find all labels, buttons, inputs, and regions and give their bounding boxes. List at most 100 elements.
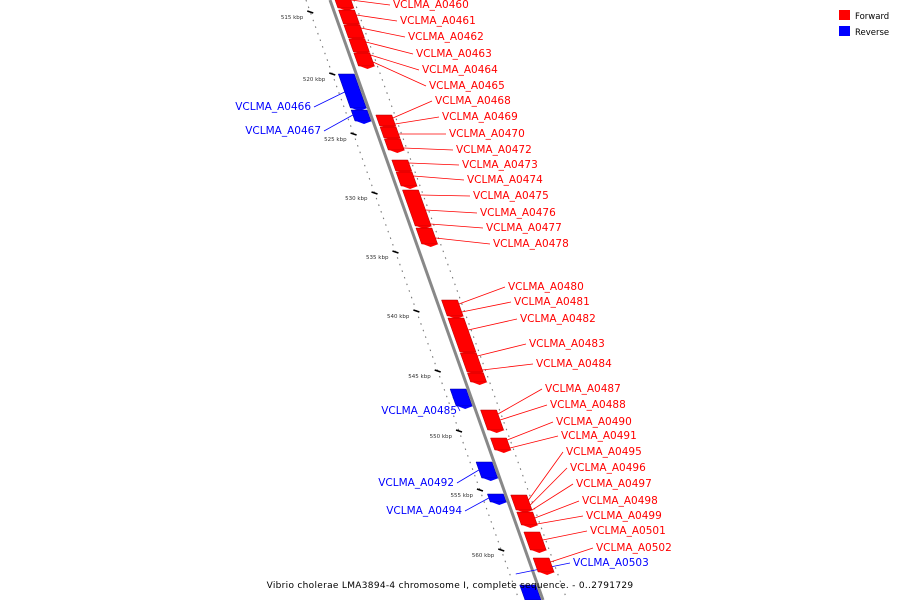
forward-label-leader <box>435 237 491 245</box>
forward-gene-label: VCLMA_A0476 <box>480 207 556 219</box>
legend-forward-label: Forward <box>855 12 889 22</box>
forward-label-leader <box>394 116 440 125</box>
forward-label-leader <box>372 61 427 87</box>
axis-tick-mark <box>371 191 378 195</box>
forward-gene-label: VCLMA_A0465 <box>429 80 505 92</box>
forward-gene-block <box>415 227 438 245</box>
forward-gene-arrowhead <box>422 244 439 247</box>
forward-label-leader <box>392 100 433 119</box>
forward-label-leader <box>497 388 543 415</box>
forward-gene-label: VCLMA_A0463 <box>416 48 492 60</box>
reverse-gene-block <box>487 493 507 503</box>
genome-axis <box>328 0 545 600</box>
legend-forward-swatch <box>839 10 850 20</box>
axis-tick-label: 515 kbp <box>281 15 304 21</box>
forward-label-leader <box>542 530 588 541</box>
reverse-gene-arrowhead <box>356 121 373 124</box>
forward-gene-label: VCLMA_A0490 <box>556 416 632 428</box>
gene-labels: VCLMA_A0460 VCLMA_A0461 VCLMA_A0462 VCLMA_A… <box>235 0 672 569</box>
reverse-gene-arrowhead <box>491 502 508 505</box>
axis-tick-label: 545 kbp <box>408 374 431 380</box>
forward-gene-label: VCLMA_A0473 <box>462 159 538 171</box>
forward-gene-label: VCLMA_A0480 <box>508 281 584 293</box>
forward-gene-label: VCLMA_A0477 <box>486 222 562 234</box>
forward-label-leader <box>420 194 471 197</box>
reverse-gene-block <box>350 109 372 122</box>
axis-ticks: 515 kbp 520 kbp 525 kbp 530 kbp 535 kbp 540 k… <box>281 10 505 559</box>
label-leader-lines <box>313 0 594 575</box>
legend-reverse-swatch <box>839 26 850 36</box>
forward-gene-block <box>510 494 533 511</box>
reverse-gene-label: VCLMA_A0485 <box>381 405 457 417</box>
forward-gene-arrowhead <box>359 66 376 69</box>
forward-label-leader <box>360 27 406 38</box>
forward-gene-label: VCLMA_A0483 <box>529 338 605 350</box>
reverse-label-leader <box>456 469 480 484</box>
forward-label-leader <box>370 54 420 71</box>
forward-gene-arrowhead <box>488 430 505 433</box>
forward-gene-arrowhead <box>448 316 465 319</box>
forward-label-leader <box>507 421 554 441</box>
forward-gene-label: VCLMA_A0498 <box>582 495 658 507</box>
axis-tick-mark <box>497 548 505 552</box>
reverse-gene-label: VCLMA_A0492 <box>378 477 454 489</box>
forward-gene-label: VCLMA_A0496 <box>570 462 646 474</box>
ruler-dotted-line-right <box>353 0 568 600</box>
forward-label-leader <box>482 363 534 371</box>
forward-gene-block <box>338 9 360 25</box>
forward-gene-block <box>441 299 464 317</box>
forward-gene-label: VCLMA_A0484 <box>536 358 612 370</box>
forward-label-leader <box>458 286 506 305</box>
forward-gene-label: VCLMA_A0482 <box>520 313 596 325</box>
forward-gene-label: VCLMA_A0461 <box>400 15 476 27</box>
reverse-gene-label: VCLMA_A0503 <box>573 557 649 569</box>
forward-gene-label: VCLMA_A0491 <box>561 430 637 442</box>
reverse-label-leader <box>323 114 354 132</box>
forward-label-leader <box>408 162 460 166</box>
reverse-gene-label: VCLMA_A0466 <box>235 101 311 113</box>
reverse-gene-label: VCLMA_A0494 <box>386 505 462 517</box>
forward-label-leader <box>356 14 398 22</box>
forward-gene-label: VCLMA_A0478 <box>493 238 569 250</box>
reverse-gene-arrowhead <box>457 406 474 409</box>
forward-gene-arrowhead <box>416 226 433 229</box>
reverse-gene-label: VCLMA_A0467 <box>245 125 321 137</box>
forward-label-leader <box>413 175 465 181</box>
axis-tick-label: 520 kbp <box>303 77 326 83</box>
forward-label-leader <box>499 404 548 421</box>
forward-gene-block <box>348 38 370 53</box>
forward-gene-block <box>343 24 365 39</box>
forward-gene-label: VCLMA_A0474 <box>467 174 543 186</box>
axis-tick-label: 535 kbp <box>366 255 389 261</box>
axis-tick-mark <box>476 488 484 492</box>
forward-gene-label: VCLMA_A0475 <box>473 190 549 202</box>
reverse-gene-block <box>519 584 542 600</box>
forward-label-leader <box>534 500 580 519</box>
forward-gene-label: VCLMA_A0487 <box>545 383 621 395</box>
reverse-label-leader <box>464 497 489 512</box>
forward-gene-arrowhead <box>522 525 539 528</box>
forward-gene-arrowhead <box>531 550 548 553</box>
forward-label-leader <box>365 41 414 55</box>
forward-gene-block <box>516 511 538 526</box>
reverse-gene-arrowhead <box>482 478 499 481</box>
forward-gene-label: VCLMA_A0501 <box>590 525 666 537</box>
axis-tick-mark <box>350 132 357 136</box>
forward-label-leader <box>550 547 594 563</box>
axis-tick-label: 550 kbp <box>430 434 453 440</box>
axis-tick-mark <box>329 72 336 76</box>
axis-tick-label: 555 kbp <box>451 493 474 499</box>
forward-label-leader <box>350 0 391 6</box>
forward-label-leader <box>425 209 478 214</box>
ruler-dotted-line-left <box>305 0 520 600</box>
forward-gene-label: VCLMA_A0468 <box>435 95 511 107</box>
forward-gene-label: VCLMA_A0464 <box>422 64 498 76</box>
forward-label-leader <box>509 435 559 449</box>
forward-gene-arrowhead <box>402 186 419 189</box>
axis-tick-mark <box>392 250 399 254</box>
forward-gene-label: VCLMA_A0460 <box>393 0 469 11</box>
map-title: Vibrio cholerae LMA3894-4 chromosome I, … <box>267 581 634 591</box>
forward-gene-arrowhead <box>495 450 512 453</box>
forward-gene-block <box>383 138 405 151</box>
